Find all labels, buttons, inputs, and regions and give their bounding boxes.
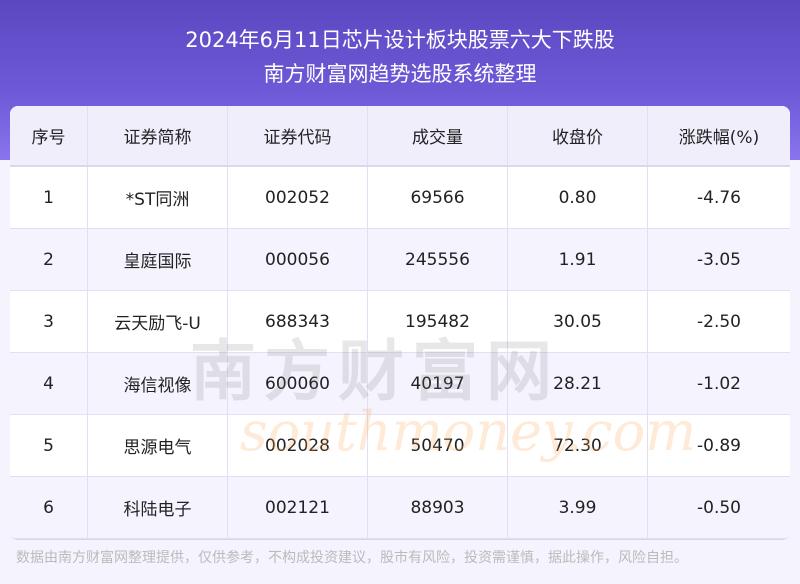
table-cell: 000056: [228, 229, 368, 290]
table-row: 5 思源电气 002028 50470 72.30 -0.89: [10, 415, 790, 477]
table-cell: -3.05: [697, 249, 741, 270]
table-cell: 28.21: [508, 353, 648, 414]
table-cell: *ST同洲: [88, 167, 228, 228]
table-cell: -4.76: [697, 187, 741, 208]
disclaimer: 数据由南方财富网整理提供，仅供参考，不构成投资建议，股市有风险，投资需谨慎，据此…: [16, 550, 688, 566]
table-cell: 海信视像: [88, 353, 228, 414]
table-cell: 195482: [368, 291, 508, 352]
table-cell: -1.02: [697, 373, 741, 394]
column-header: 证券代码: [228, 106, 368, 165]
table-cell: 思源电气: [88, 415, 228, 476]
table-cell: 69566: [368, 167, 508, 228]
table-cell: 88903: [368, 477, 508, 538]
table-cell: 72.30: [508, 415, 648, 476]
table-cell: 1.91: [508, 229, 648, 290]
column-header: 成交量: [368, 106, 508, 165]
table-row: 6 科陆电子 002121 88903 3.99 -0.50: [10, 477, 790, 539]
column-header: 证券简称: [88, 106, 228, 165]
table-cell: 002052: [228, 167, 368, 228]
table-cell: 3: [10, 291, 88, 352]
page-subtitle: 南方财富网趋势选股系统整理: [263, 62, 537, 86]
table-cell: -2.50: [697, 311, 741, 332]
table-cell: 皇庭国际: [88, 229, 228, 290]
table-cell: 50470: [368, 415, 508, 476]
table-row: 3 云天励飞-U 688343 195482 30.05 -2.50: [10, 291, 790, 353]
table-cell: 002028: [228, 415, 368, 476]
table-cell: 0.80: [508, 167, 648, 228]
table-row: 4 海信视像 600060 40197 28.21 -1.02: [10, 353, 790, 415]
table-cell: 30.05: [508, 291, 648, 352]
table-cell: 6: [10, 477, 88, 538]
table-header: 序号 证券简称 证券代码 成交量 收盘价 涨跌幅(%): [10, 106, 790, 167]
column-header: 序号: [10, 106, 88, 165]
table-cell: 1: [10, 167, 88, 228]
column-header: 涨跌幅(%): [678, 128, 760, 148]
column-header: 收盘价: [508, 106, 648, 165]
stock-table: 序号 证券简称 证券代码 成交量 收盘价 涨跌幅(%) 1 *ST同洲 002052…: [10, 106, 790, 540]
table-cell: 2: [10, 229, 88, 290]
table-cell: 688343: [228, 291, 368, 352]
table-row: 1 *ST同洲 002052 69566 0.80 -4.76: [10, 167, 790, 229]
table-cell: 云天励飞-U: [88, 291, 228, 352]
table-row: 2 皇庭国际 000056 245556 1.91 -3.05: [10, 229, 790, 291]
table-cell: 245556: [368, 229, 508, 290]
table-cell: 4: [10, 353, 88, 414]
table-cell: 3.99: [508, 477, 648, 538]
table-cell: 科陆电子: [88, 477, 228, 538]
table-cell: 40197: [368, 353, 508, 414]
table-cell: 600060: [228, 353, 368, 414]
table-cell: -0.50: [697, 497, 741, 518]
table-cell: 5: [10, 415, 88, 476]
table-cell: -0.89: [697, 435, 741, 456]
table-cell: 002121: [228, 477, 368, 538]
page-title: 2024年6月11日芯片设计板块股票六大下跌股: [185, 28, 615, 52]
